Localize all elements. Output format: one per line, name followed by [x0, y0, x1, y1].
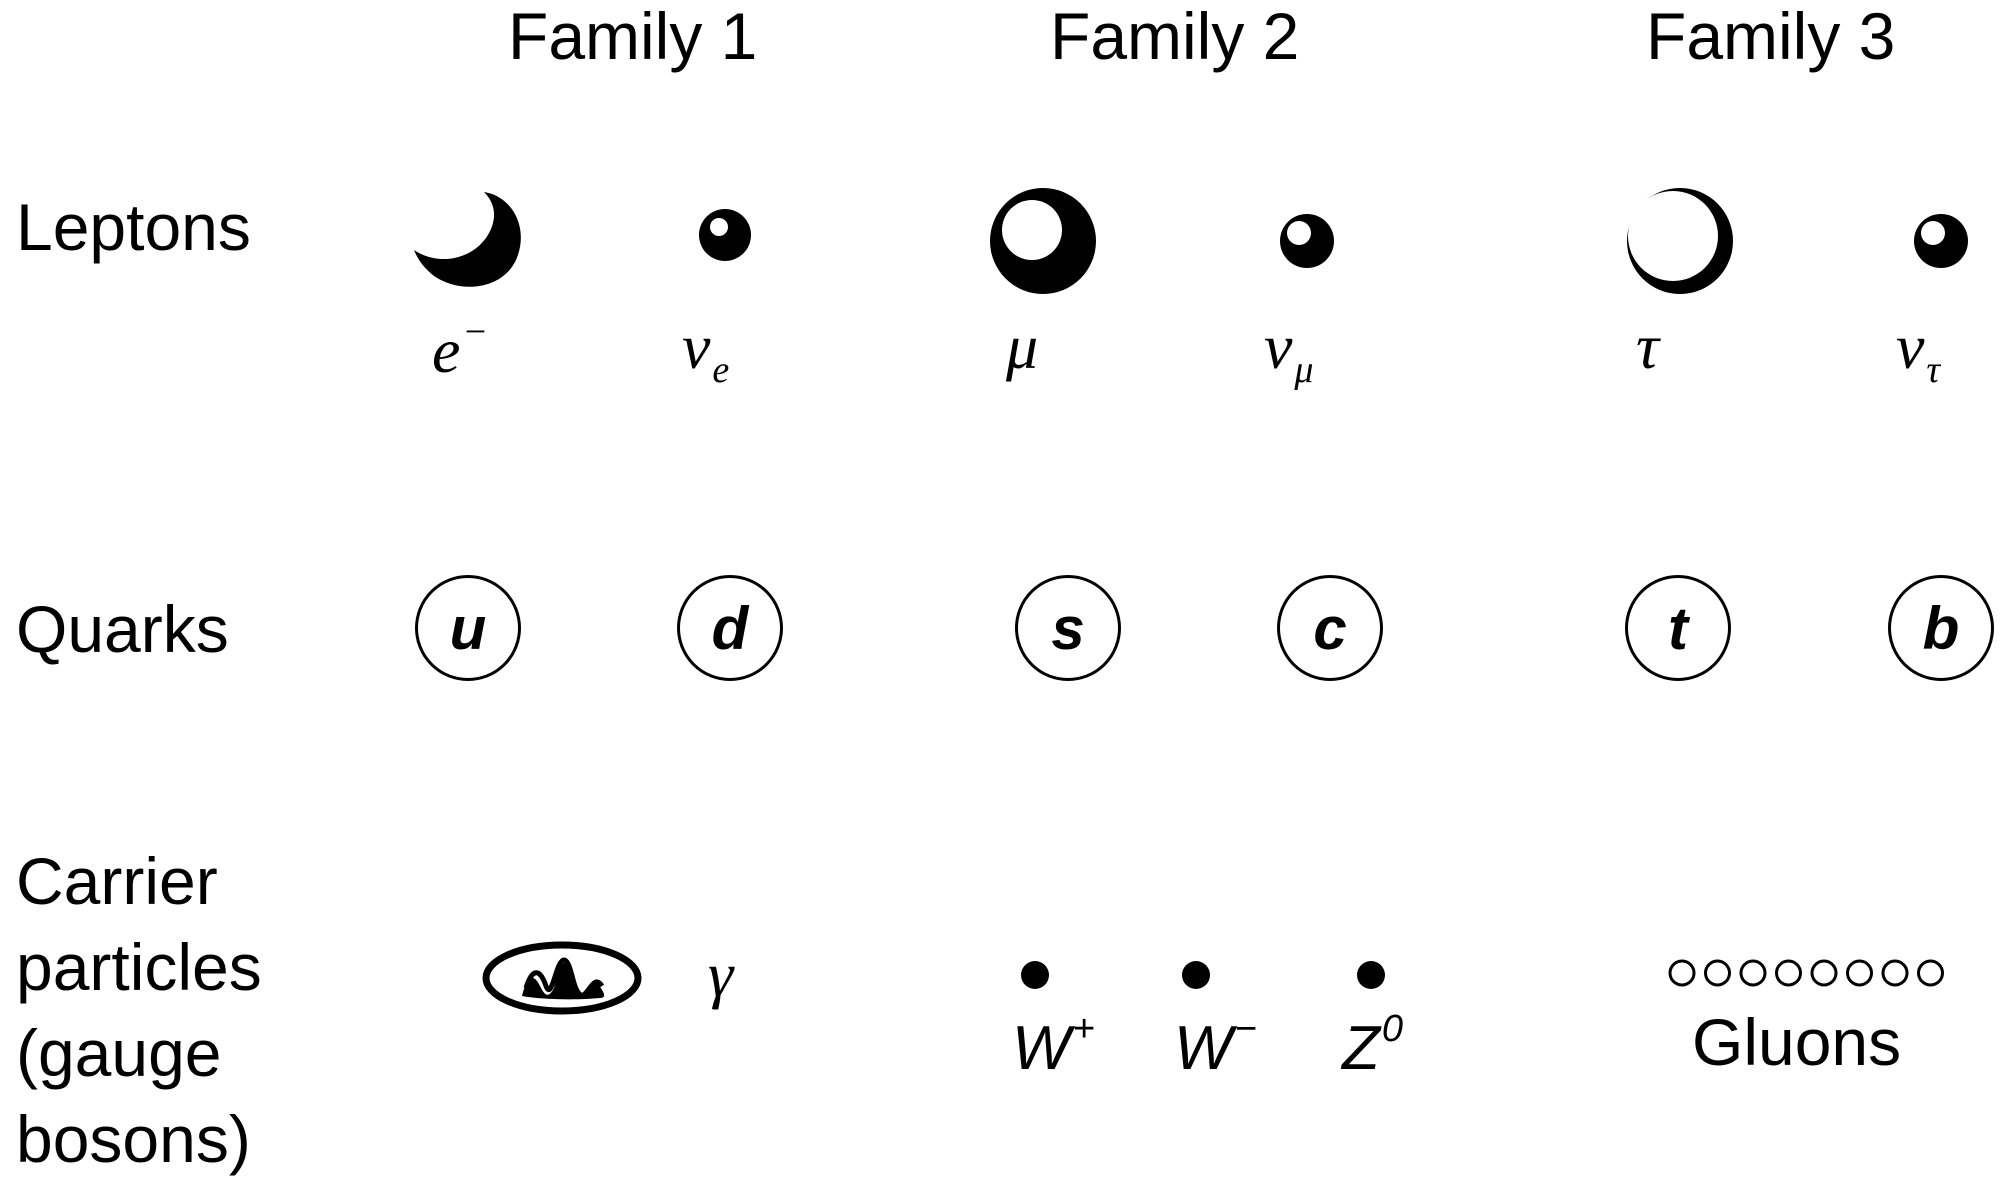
carriers-label-line-2: particles: [16, 930, 262, 1004]
gluons-label: Gluons: [1692, 1005, 1902, 1079]
quark-top: t: [1625, 575, 1731, 681]
photon-symbol: γ: [708, 939, 734, 1010]
quark-bottom: b: [1888, 575, 1994, 681]
gluon-circle: [1846, 959, 1873, 987]
gluon-circle: [1810, 959, 1838, 987]
w-plus-symbol: W+: [1012, 1008, 1095, 1083]
carriers-label-line-4: bosons): [16, 1102, 251, 1176]
gluon-circle: [1704, 959, 1731, 987]
quark-down: d: [677, 575, 783, 681]
family-2-header: Family 2: [1050, 0, 1300, 73]
lepton-symbol-electron: e−: [432, 311, 489, 386]
quark-up: u: [415, 575, 521, 681]
w-plus-dot-icon: [1021, 961, 1049, 989]
photon-wave-ellipse-icon: [482, 941, 642, 1015]
lepton-symbol-muon-neutrino: νμ: [1264, 311, 1314, 391]
electron-crescent-icon: [414, 192, 521, 287]
muon-neutrino-sphere-icon: [1280, 214, 1334, 268]
lepton-symbol-muon: μ: [1006, 311, 1039, 382]
gluon-circle: [1917, 959, 1944, 987]
carriers-row-label: Carrier particles (gauge bosons): [16, 838, 262, 1182]
muon-sphere-icon: [990, 188, 1096, 294]
gluon-circle: [1739, 959, 1767, 987]
tau-neutrino-sphere-icon: [1914, 214, 1968, 268]
electron-neutrino-sphere-icon: [699, 209, 751, 261]
z-zero-symbol: Z0: [1342, 1008, 1404, 1083]
w-minus-dot-icon: [1182, 961, 1210, 989]
gluon-circle: [1668, 959, 1696, 987]
leptons-row-label: Leptons: [16, 190, 251, 264]
gluon-circle: [1775, 959, 1802, 987]
family-1-header: Family 1: [508, 0, 758, 73]
lepton-symbol-tau-neutrino: ντ: [1896, 311, 1941, 391]
quark-strange: s: [1015, 575, 1121, 681]
lepton-symbol-electron-neutrino: νe: [682, 311, 730, 391]
lepton-symbol-tau: τ: [1636, 311, 1659, 382]
quark-charm: c: [1277, 575, 1383, 681]
carriers-label-line-3: (gauge: [16, 1016, 222, 1090]
quarks-row-label: Quarks: [16, 592, 229, 666]
w-minus-symbol: W−: [1174, 1008, 1257, 1083]
gluon-circles-icon: [1668, 959, 1944, 987]
carriers-label-line-1: Carrier: [16, 844, 218, 918]
tau-sphere-icon: [1627, 188, 1733, 294]
gluon-circle: [1881, 959, 1909, 987]
family-3-header: Family 3: [1646, 0, 1896, 73]
z-zero-dot-icon: [1357, 961, 1385, 989]
